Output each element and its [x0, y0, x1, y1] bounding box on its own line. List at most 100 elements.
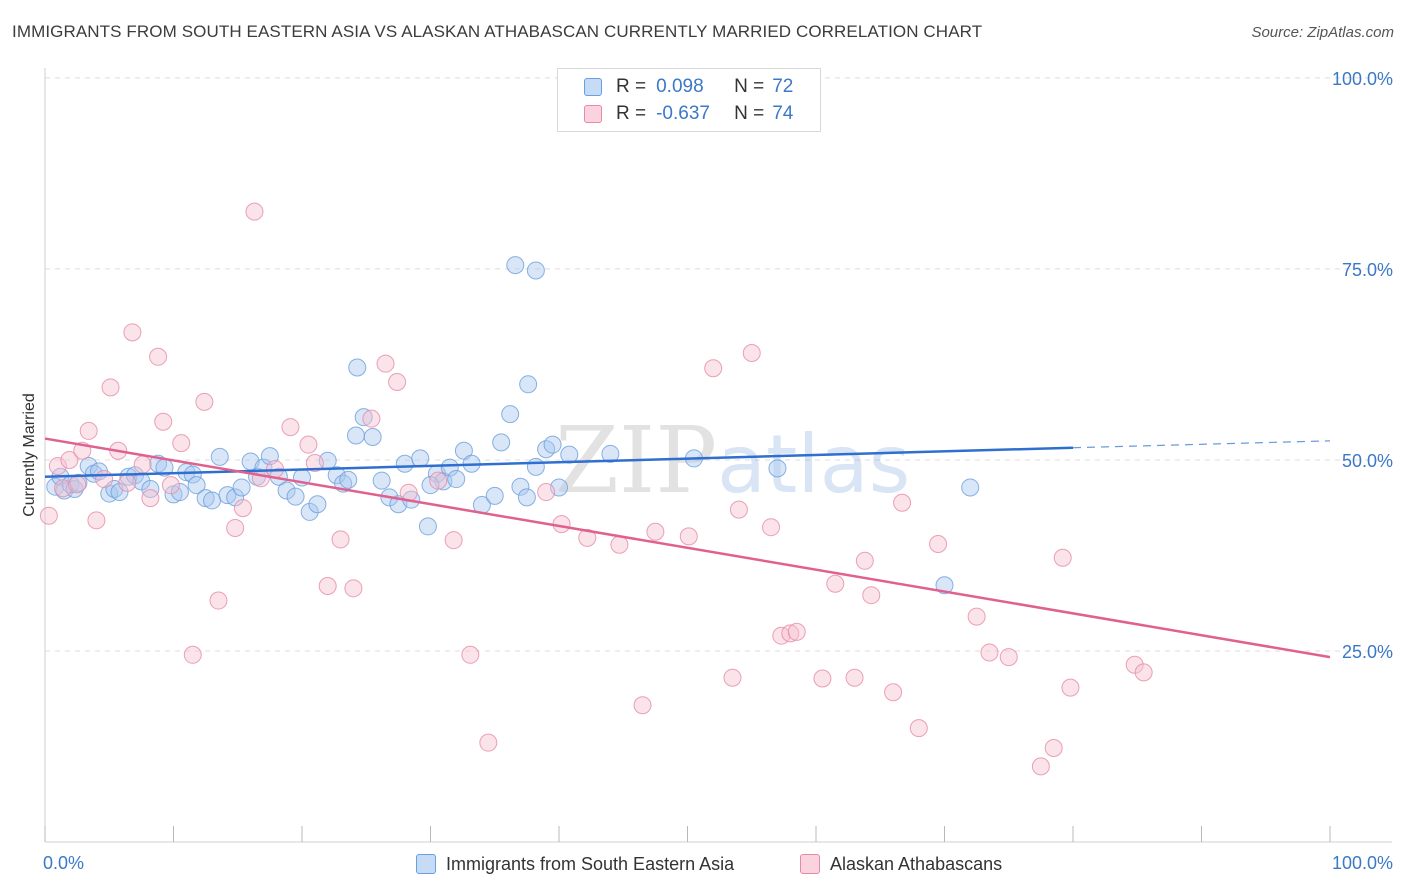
- point-athabascans: [149, 347, 168, 366]
- point-immigrants: [517, 488, 536, 507]
- legend-swatch-pink: [584, 105, 602, 123]
- point-athabascans: [855, 551, 874, 570]
- point-immigrants: [411, 449, 430, 468]
- point-immigrants: [187, 476, 206, 495]
- point-athabascans: [679, 527, 698, 546]
- point-immigrants: [346, 426, 365, 445]
- legend-row-pink: R = -0.637 N = 74: [584, 101, 793, 127]
- point-athabascans: [909, 719, 928, 738]
- point-immigrants: [601, 444, 620, 463]
- point-athabascans: [318, 577, 337, 596]
- point-athabascans: [479, 733, 498, 752]
- legend-swatch-blue: [416, 854, 436, 874]
- point-immigrants: [308, 495, 327, 514]
- legend-n-label: N =: [734, 103, 765, 124]
- point-athabascans: [1061, 678, 1080, 697]
- point-athabascans: [429, 471, 448, 490]
- point-athabascans: [133, 455, 152, 474]
- point-athabascans: [101, 378, 120, 397]
- point-athabascans: [1044, 739, 1063, 758]
- point-athabascans: [245, 202, 264, 221]
- point-immigrants: [440, 458, 459, 477]
- point-immigrants: [768, 459, 787, 478]
- point-immigrants: [226, 488, 245, 507]
- point-immigrants: [519, 375, 538, 394]
- trend-line-immigrants: [44, 446, 1074, 479]
- point-immigrants: [537, 440, 556, 459]
- point-athabascans: [60, 450, 79, 469]
- point-athabascans: [344, 579, 363, 598]
- point-immigrants: [183, 465, 202, 484]
- legend-item-athabascans: Alaskan Athabascans: [800, 851, 1002, 877]
- y-tick-label: 50.0%: [1342, 451, 1393, 471]
- point-immigrants: [277, 481, 296, 500]
- point-athabascans: [376, 354, 395, 373]
- point-athabascans: [742, 343, 761, 362]
- watermark-atlas: atlas: [717, 418, 910, 511]
- point-athabascans: [845, 668, 864, 687]
- point-athabascans: [646, 522, 665, 541]
- point-athabascans: [610, 535, 629, 554]
- point-athabascans: [633, 696, 652, 715]
- trend-line-athabascans: [44, 437, 1331, 659]
- grid-lines: [45, 77, 1392, 652]
- source-label: Source: ZipAtlas.com: [1251, 24, 1394, 41]
- point-athabascans: [209, 591, 228, 610]
- point-athabascans: [862, 586, 881, 605]
- legend-n-value: 74: [772, 103, 794, 124]
- point-immigrants: [46, 477, 65, 496]
- point-athabascans: [461, 645, 480, 664]
- point-immigrants: [170, 483, 189, 502]
- point-athabascans: [53, 479, 72, 498]
- y-tick-label: 100.0%: [1332, 69, 1393, 89]
- point-athabascans: [79, 421, 98, 440]
- point-athabascans: [87, 511, 106, 530]
- legend-row-blue: R = 0.098 N = 72: [584, 74, 793, 100]
- legend-r-value: 0.098: [656, 76, 704, 97]
- point-athabascans: [729, 500, 748, 519]
- point-athabascans: [68, 475, 87, 494]
- point-athabascans: [161, 476, 180, 495]
- y-tick-label: 75.0%: [1342, 260, 1393, 280]
- point-immigrants: [501, 405, 520, 424]
- point-athabascans: [305, 454, 324, 473]
- point-immigrants: [203, 491, 222, 510]
- chart-title: IMMIGRANTS FROM SOUTH EASTERN ASIA VS AL…: [12, 22, 983, 41]
- point-athabascans: [299, 435, 318, 454]
- point-immigrants: [286, 487, 305, 506]
- point-athabascans: [95, 470, 114, 489]
- point-immigrants: [395, 454, 414, 473]
- point-athabascans: [141, 489, 160, 508]
- point-athabascans: [826, 574, 845, 593]
- point-athabascans: [331, 530, 350, 549]
- legend-r-label: R =: [616, 103, 647, 124]
- legend-r-value: -0.637: [656, 103, 710, 124]
- point-immigrants: [300, 502, 319, 521]
- point-athabascans: [999, 648, 1018, 667]
- point-athabascans: [123, 323, 142, 342]
- legend-n-label: N =: [734, 76, 765, 97]
- point-immigrants: [372, 471, 391, 490]
- trend-line-immigrants-extension: [1072, 440, 1331, 449]
- point-immigrants: [526, 261, 545, 280]
- point-athabascans: [884, 683, 903, 702]
- point-athabascans: [781, 624, 800, 643]
- point-athabascans: [762, 518, 781, 537]
- y-tick-label: 25.0%: [1342, 642, 1393, 662]
- point-athabascans: [723, 668, 742, 687]
- point-immigrants: [961, 478, 980, 497]
- point-athabascans: [195, 392, 214, 411]
- point-immigrants: [339, 470, 358, 489]
- point-immigrants: [348, 358, 367, 377]
- point-athabascans: [813, 669, 832, 688]
- point-athabascans: [578, 528, 597, 547]
- point-immigrants: [511, 477, 530, 496]
- x-tick-label: 100.0%: [1332, 853, 1393, 873]
- point-athabascans: [704, 359, 723, 378]
- legend-swatch-pink: [800, 854, 820, 874]
- point-immigrants: [935, 576, 954, 595]
- point-immigrants: [526, 457, 545, 476]
- point-athabascans: [39, 506, 58, 525]
- point-athabascans: [233, 499, 252, 518]
